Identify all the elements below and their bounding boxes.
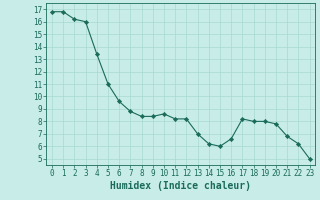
X-axis label: Humidex (Indice chaleur): Humidex (Indice chaleur) bbox=[110, 181, 251, 191]
